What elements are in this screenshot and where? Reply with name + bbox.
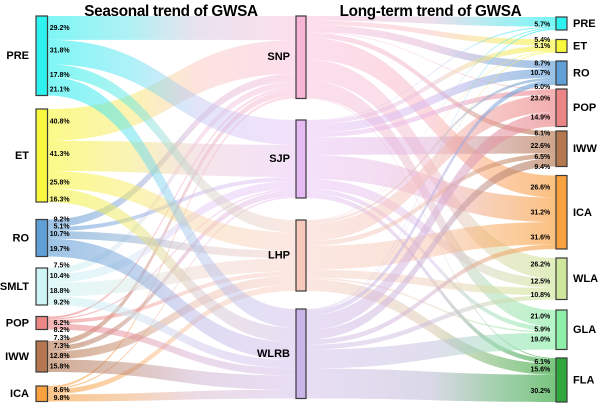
svg-text:FLA: FLA <box>573 375 594 387</box>
svg-text:6.2%: 6.2% <box>54 320 71 327</box>
svg-text:POP: POP <box>6 318 29 330</box>
svg-text:8.6%: 8.6% <box>54 387 71 394</box>
svg-text:IWW: IWW <box>5 351 29 363</box>
svg-text:ET: ET <box>573 41 587 53</box>
svg-text:Seasonal trend of GWSA: Seasonal trend of GWSA <box>84 3 258 20</box>
svg-text:8.7%: 8.7% <box>534 61 551 68</box>
svg-text:15.8%: 15.8% <box>50 363 71 370</box>
svg-text:7.3%: 7.3% <box>54 343 71 350</box>
svg-text:25.8%: 25.8% <box>50 179 71 186</box>
svg-text:14.9%: 14.9% <box>530 114 551 121</box>
svg-text:SNP: SNP <box>267 51 290 63</box>
svg-text:17.8%: 17.8% <box>50 72 71 79</box>
svg-text:5.9%: 5.9% <box>534 326 551 333</box>
svg-text:5.1%: 5.1% <box>534 43 551 50</box>
svg-text:6.1%: 6.1% <box>534 359 551 366</box>
svg-text:POP: POP <box>573 102 596 114</box>
svg-text:12.8%: 12.8% <box>50 353 71 360</box>
svg-text:10.4%: 10.4% <box>50 273 71 280</box>
svg-text:ET: ET <box>15 150 29 162</box>
svg-text:ICA: ICA <box>573 207 592 219</box>
svg-text:7.3%: 7.3% <box>54 335 71 342</box>
svg-text:9.8%: 9.8% <box>54 395 71 402</box>
svg-text:19.0%: 19.0% <box>530 337 551 344</box>
svg-text:5.1%: 5.1% <box>54 224 71 231</box>
svg-text:30.2%: 30.2% <box>530 388 551 395</box>
svg-text:21.0%: 21.0% <box>530 314 551 321</box>
svg-text:31.6%: 31.6% <box>530 235 551 242</box>
svg-text:IWW: IWW <box>573 143 597 155</box>
svg-text:8.2%: 8.2% <box>54 327 71 334</box>
svg-text:RO: RO <box>13 233 30 245</box>
svg-text:PRE: PRE <box>573 18 596 30</box>
svg-text:7.5%: 7.5% <box>54 263 71 270</box>
svg-text:9.4%: 9.4% <box>534 164 551 171</box>
svg-text:ICA: ICA <box>10 388 29 400</box>
svg-text:21.1%: 21.1% <box>50 87 71 94</box>
svg-text:19.7%: 19.7% <box>50 246 71 253</box>
svg-text:26.6%: 26.6% <box>530 185 551 192</box>
svg-text:PRE: PRE <box>6 50 29 62</box>
svg-text:RO: RO <box>573 68 590 80</box>
svg-text:9.2%: 9.2% <box>54 299 71 306</box>
svg-text:5.7%: 5.7% <box>534 22 551 29</box>
svg-text:10.7%: 10.7% <box>50 231 71 238</box>
svg-text:40.8%: 40.8% <box>50 119 71 126</box>
svg-text:41.3%: 41.3% <box>50 151 71 158</box>
svg-text:16.3%: 16.3% <box>50 196 71 203</box>
svg-text:WLA: WLA <box>573 273 598 285</box>
svg-text:WLRB: WLRB <box>257 348 290 360</box>
svg-text:31.2%: 31.2% <box>530 210 551 217</box>
svg-text:9.2%: 9.2% <box>54 217 71 224</box>
svg-text:5.4%: 5.4% <box>534 37 551 44</box>
svg-text:12.5%: 12.5% <box>530 279 551 286</box>
svg-text:6.0%: 6.0% <box>534 84 551 91</box>
svg-text:18.8%: 18.8% <box>50 288 71 295</box>
svg-text:Long-term trend of GWSA: Long-term trend of GWSA <box>340 3 522 20</box>
svg-text:26.2%: 26.2% <box>530 262 551 269</box>
svg-text:SMLT: SMLT <box>0 281 29 293</box>
svg-text:6.1%: 6.1% <box>534 131 551 138</box>
svg-text:10.8%: 10.8% <box>530 292 551 299</box>
svg-text:LHP: LHP <box>268 250 290 262</box>
svg-text:15.6%: 15.6% <box>530 367 551 374</box>
svg-text:6.5%: 6.5% <box>534 154 551 161</box>
svg-text:10.7%: 10.7% <box>530 70 551 77</box>
svg-text:23.0%: 23.0% <box>530 95 551 102</box>
svg-text:31.8%: 31.8% <box>50 47 71 54</box>
svg-text:22.6%: 22.6% <box>530 143 551 150</box>
svg-text:29.2%: 29.2% <box>50 25 71 32</box>
svg-text:SJP: SJP <box>269 153 290 165</box>
svg-text:GLA: GLA <box>573 324 596 336</box>
